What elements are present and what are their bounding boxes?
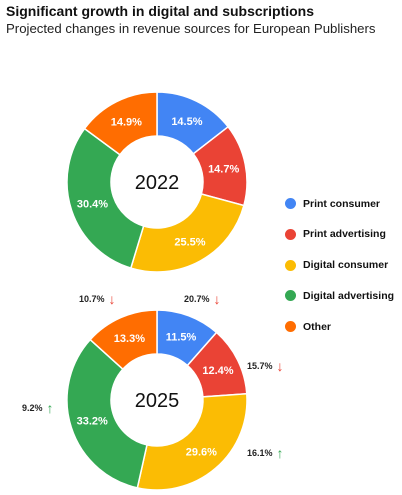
legend-swatch xyxy=(285,290,296,302)
slice-2022-other xyxy=(83,91,158,156)
change-digital-consumer: 16.1% ↑ xyxy=(247,446,284,460)
year-label-2025: 2025 xyxy=(135,390,180,412)
slice-2022-digital-consumer xyxy=(129,193,245,273)
change-value: 9.2% xyxy=(22,403,43,413)
slice-label-2025-print-advertising: 12.4% xyxy=(202,365,233,377)
arrow-up-icon: ↑ xyxy=(276,445,284,461)
slice-label-2022-other: 14.9% xyxy=(111,116,142,128)
legend-swatch xyxy=(285,198,296,209)
slice-label-2025-print-consumer: 11.5% xyxy=(166,331,197,343)
legend-label: Digital consumer xyxy=(303,259,389,272)
change-value: 20.7% xyxy=(184,294,210,304)
slice-2025-digital-advertising xyxy=(66,338,148,489)
legend-item-digital-consumer: Digital consumer xyxy=(285,258,394,273)
legend-label: Print advertising xyxy=(303,228,386,241)
legend-swatch xyxy=(285,321,296,333)
slice-label-2022-print-advertising: 14.7% xyxy=(208,164,239,176)
change-value: 15.7% xyxy=(247,361,273,371)
legend-item-digital-advertising: Digital advertising xyxy=(285,288,394,303)
change-value: 16.1% xyxy=(247,448,273,458)
legend-label: Other xyxy=(303,320,332,333)
slice-2022-digital-advertising xyxy=(66,127,145,270)
year-label-2022: 2022 xyxy=(135,172,180,194)
slice-label-2025-digital-consumer: 29.6% xyxy=(186,447,217,459)
arrow-up-icon: ↑ xyxy=(46,400,54,416)
change-value: 10.7% xyxy=(79,294,105,304)
chart-title: Significant growth in digital and subscr… xyxy=(6,3,315,19)
change-other: 10.7% ↓ xyxy=(79,292,116,306)
legend-item-print-advertising: Print advertising xyxy=(285,227,394,242)
slice-label-2022-print-consumer: 14.5% xyxy=(171,116,202,128)
slice-2025-other xyxy=(89,309,158,371)
change-print-consumer: 20.7% ↓ xyxy=(184,292,221,306)
legend-item-print-consumer: Print consumer xyxy=(285,196,394,211)
slice-label-2025-other: 13.3% xyxy=(114,333,145,345)
arrow-down-icon: ↓ xyxy=(213,291,221,307)
legend-label: Print consumer xyxy=(303,197,381,210)
legend-swatch xyxy=(285,259,296,271)
slice-label-2025-digital-advertising: 33.2% xyxy=(77,416,108,428)
legend-label: Digital advertising xyxy=(303,289,395,302)
slice-label-2022-digital-advertising: 30.4% xyxy=(77,198,108,210)
slice-label-2022-digital-consumer: 25.5% xyxy=(174,236,205,248)
arrow-down-icon: ↓ xyxy=(108,291,116,307)
chart-subtitle: Projected changes in revenue sources for… xyxy=(6,21,376,36)
legend-swatch xyxy=(285,228,296,240)
change-print-advertising: 15.7% ↓ xyxy=(247,359,284,373)
arrow-down-icon: ↓ xyxy=(276,358,284,374)
slice-2025-digital-consumer xyxy=(136,392,248,491)
change-digital-advertising: 9.2% ↑ xyxy=(22,401,54,415)
legend: Print consumer Print advertising Digital… xyxy=(285,196,394,350)
legend-item-other: Other xyxy=(285,319,394,334)
